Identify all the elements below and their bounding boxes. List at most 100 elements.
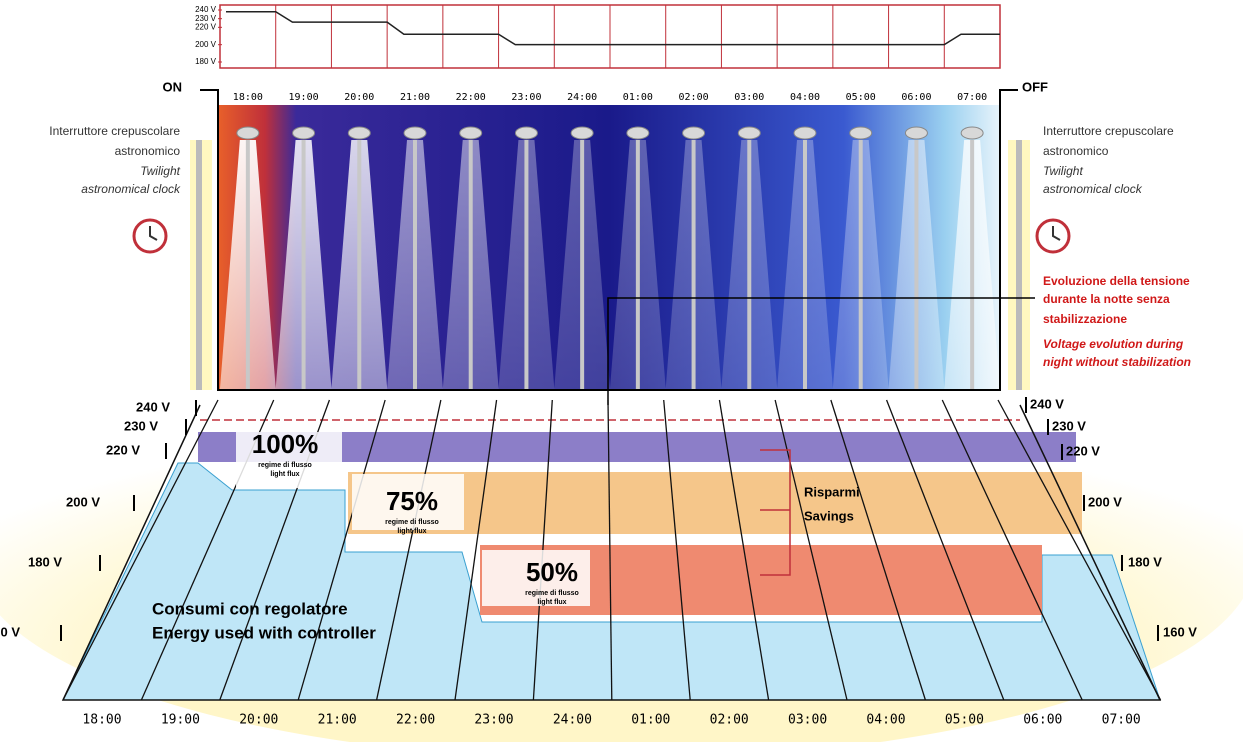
- voltage-note: Voltage evolution during: [1043, 337, 1184, 351]
- right-pole: [1016, 140, 1022, 390]
- consumption-area: [62, 462, 1161, 701]
- level-label: 240 V: [136, 399, 170, 414]
- level-label: 220 V: [1066, 443, 1100, 458]
- band-100: [198, 432, 1076, 462]
- level-label: 220 V: [106, 442, 140, 457]
- lamp-pole: [468, 140, 473, 390]
- voltage-note: Evoluzione della tensione: [1043, 274, 1190, 288]
- time-label: 03:00: [788, 713, 827, 728]
- time-label: 07:00: [957, 92, 987, 103]
- level-label: 160 V: [0, 624, 20, 639]
- time-label: 24:00: [553, 713, 592, 728]
- level-label: 230 V: [124, 418, 158, 433]
- time-label: 06:00: [1023, 713, 1062, 728]
- time-label: 06:00: [901, 92, 931, 103]
- top-y-tick-label: 220 V: [195, 22, 217, 31]
- flux-box: [482, 550, 590, 606]
- lamp-pole: [301, 140, 306, 390]
- time-label: 18:00: [82, 713, 121, 728]
- level-label: 200 V: [66, 494, 100, 509]
- lamp-pole: [914, 140, 919, 390]
- lamp-pole: [747, 140, 752, 390]
- clock-note: astronomico: [115, 144, 181, 158]
- time-label: 01:00: [623, 92, 653, 103]
- lamp-head: [403, 126, 427, 140]
- lamp-pole: [524, 140, 529, 390]
- left-pole: [196, 140, 202, 390]
- time-label: 20:00: [239, 713, 278, 728]
- level-label: 240 V: [1030, 396, 1064, 411]
- time-label: 18:00: [233, 92, 263, 103]
- savings-label: Savings: [804, 508, 854, 523]
- voltage-note: stabilizzazione: [1043, 312, 1127, 326]
- grid-line: [607, 399, 613, 701]
- clock-note: astronomical clock: [1043, 182, 1143, 196]
- flux-caption: light flux: [270, 471, 299, 478]
- time-label: 22:00: [456, 92, 486, 103]
- grid-line: [454, 399, 498, 701]
- time-label: 24:00: [567, 92, 597, 103]
- time-label: 19:00: [289, 92, 319, 103]
- clock-note: Interruttore crepuscolare: [1043, 124, 1174, 138]
- clock-hands: [1052, 226, 1061, 241]
- lamp-head: [626, 126, 650, 140]
- clock-note: astronomical clock: [81, 182, 181, 196]
- grid-line: [997, 399, 1162, 701]
- band-75: [348, 472, 1082, 534]
- voltage-note: night without stabilization: [1043, 355, 1191, 369]
- time-label: 05:00: [846, 92, 876, 103]
- top-y-tick-label: 180 V: [195, 57, 217, 66]
- level-label: 180 V: [1128, 554, 1162, 569]
- top-y-tick-label: 200 V: [195, 40, 217, 49]
- flux-caption: light flux: [397, 528, 426, 535]
- lamps: [219, 126, 1001, 390]
- time-label: 03:00: [734, 92, 764, 103]
- grid-line: [62, 399, 219, 701]
- flux-box: [236, 432, 342, 488]
- time-label: 22:00: [396, 713, 435, 728]
- lamp-pole: [413, 140, 417, 390]
- consumption-label: Consumi con regolatore: [152, 599, 348, 618]
- consumption-label: Energy used with controller: [152, 623, 376, 642]
- lamp-head: [347, 126, 371, 140]
- level-label: 160 V: [1163, 624, 1197, 639]
- level-label: 200 V: [1088, 494, 1122, 509]
- lamp-pole: [803, 140, 807, 390]
- lamp-pole: [970, 140, 975, 390]
- time-label: 04:00: [866, 713, 905, 728]
- grid-line: [718, 399, 770, 701]
- savings-bracket: [760, 449, 791, 576]
- time-label: 02:00: [710, 713, 749, 728]
- flux-percent: 50%: [526, 557, 578, 587]
- voltage-line: [226, 10, 1000, 46]
- flux-caption: light flux: [537, 599, 566, 606]
- lamp-pole: [580, 140, 585, 390]
- flux-percent: 100%: [252, 429, 319, 459]
- grid-line: [663, 399, 691, 701]
- top-y-tick-label: 240 V: [195, 5, 217, 14]
- lamp-pole: [357, 140, 362, 390]
- flux-percent: 75%: [386, 486, 438, 516]
- lamp-pole: [858, 140, 863, 390]
- on-label: ON: [163, 79, 183, 94]
- floor-outline: [61, 404, 1162, 701]
- time-label: 05:00: [945, 713, 984, 728]
- grid-line: [375, 399, 442, 701]
- lamp-head: [682, 126, 706, 140]
- flux-box: [352, 474, 464, 530]
- lamp-pole: [635, 140, 640, 390]
- flux-caption: regime di flusso: [258, 462, 312, 469]
- panel-frame: [200, 89, 1018, 391]
- clock-hands: [149, 226, 158, 241]
- time-label: 07:00: [1102, 713, 1141, 728]
- grid-line: [941, 399, 1083, 701]
- lamp-head: [570, 126, 594, 140]
- lamp-head: [292, 126, 316, 140]
- grid-line: [830, 399, 927, 701]
- clock-note: astronomico: [1043, 144, 1109, 158]
- lamp-head: [793, 126, 817, 140]
- lamp-head: [904, 126, 928, 140]
- clock-note: Interruttore crepuscolare: [49, 124, 180, 138]
- time-label: 02:00: [679, 92, 709, 103]
- time-label: 04:00: [790, 92, 820, 103]
